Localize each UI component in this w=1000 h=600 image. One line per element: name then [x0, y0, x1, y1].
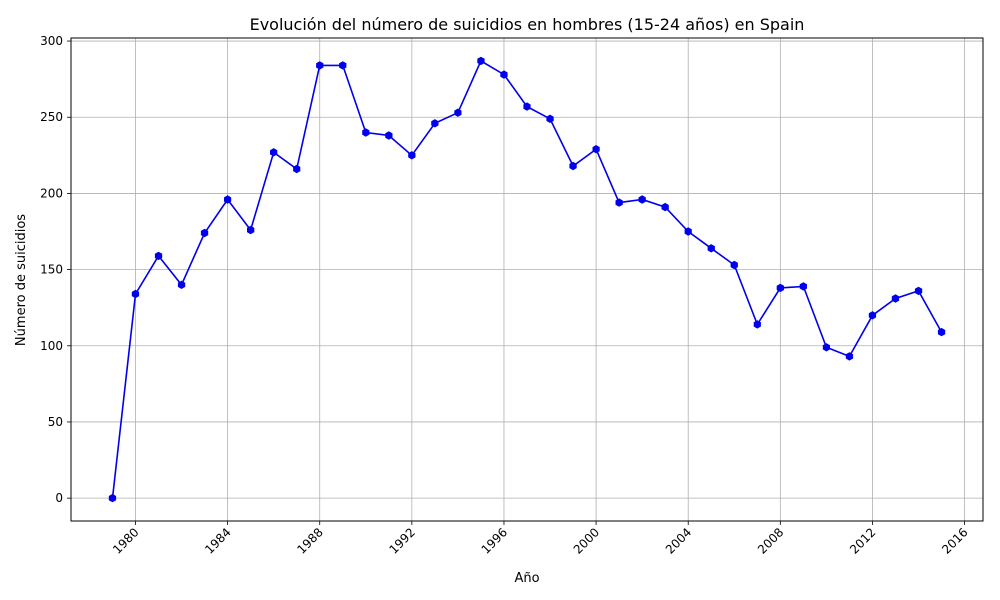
data-point: [293, 164, 301, 174]
data-point: [684, 227, 692, 236]
data-point: [615, 198, 623, 207]
data-point: [477, 56, 485, 66]
series-group: [108, 56, 946, 503]
data-point: [154, 251, 163, 261]
data-point: [868, 311, 877, 320]
y-tick-label: 200: [40, 186, 63, 200]
data-point: [385, 131, 393, 140]
data-point: [592, 145, 600, 154]
data-point: [546, 114, 554, 123]
y-tick-label: 100: [40, 339, 63, 353]
y-axis-ticks: 0 50 100 150 200 250 300: [40, 34, 71, 505]
y-tick-label: 300: [40, 34, 63, 48]
data-point: [316, 61, 324, 70]
data-point: [131, 289, 140, 299]
data-point: [799, 282, 807, 291]
data-point: [454, 108, 462, 117]
data-point: [891, 294, 900, 303]
data-point: [270, 148, 278, 157]
data-point: [776, 283, 784, 293]
data-point: [523, 102, 531, 111]
y-axis-label: Número de suicidios: [14, 214, 29, 346]
data-point: [362, 128, 370, 137]
data-point: [177, 280, 186, 289]
data-point: [707, 244, 715, 253]
data-point: [500, 70, 508, 79]
data-point: [431, 119, 439, 128]
data-point: [247, 225, 255, 235]
chart-title: Evolución del número de suicidios en hom…: [250, 15, 805, 34]
data-point: [108, 493, 117, 503]
data-point: [339, 61, 347, 70]
data-point: [937, 327, 946, 337]
y-tick-label: 250: [40, 110, 63, 124]
y-tick-label: 0: [55, 491, 63, 505]
grid-lines: [71, 38, 983, 521]
data-point: [408, 151, 416, 160]
data-point: [661, 202, 669, 212]
data-point: [200, 228, 209, 238]
data-point: [822, 343, 830, 352]
data-point: [224, 195, 232, 204]
data-point: [753, 320, 761, 329]
data-point: [569, 161, 577, 171]
y-tick-label: 150: [40, 263, 63, 277]
data-point: [730, 260, 738, 270]
plot-frame: [70, 37, 984, 522]
data-point: [914, 286, 923, 296]
data-point: [845, 352, 854, 361]
y-tick-label: 50: [48, 415, 63, 429]
data-point: [638, 195, 646, 204]
x-axis-label: Año: [514, 571, 539, 586]
